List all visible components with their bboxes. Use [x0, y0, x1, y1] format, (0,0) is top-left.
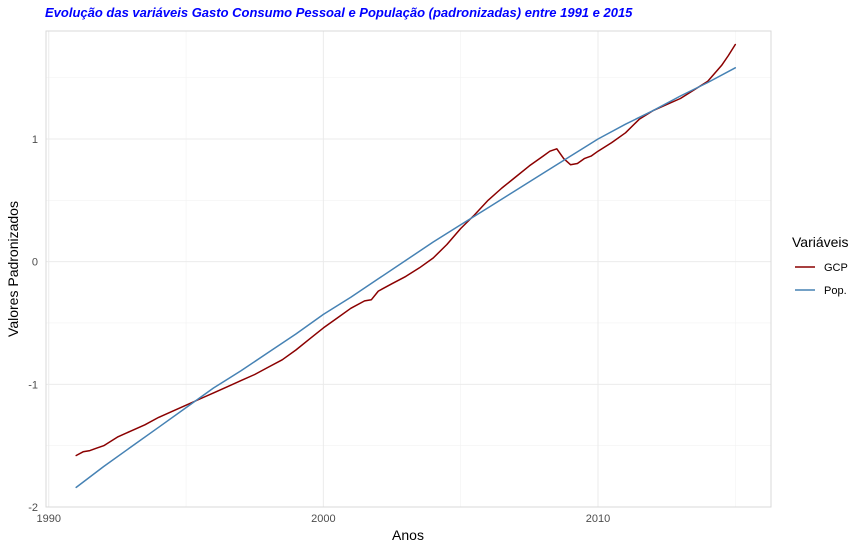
- legend-items: GCP Pop.: [795, 262, 848, 297]
- legend-label: Pop.: [824, 285, 847, 297]
- minor-gridlines: [46, 31, 771, 507]
- x-axis-ticks: 1990 2000 2010: [37, 513, 611, 525]
- legend: Variáveis GCP Pop.: [792, 234, 849, 297]
- plot-border: [45, 30, 772, 508]
- series-line-gcp: [75, 43, 737, 457]
- x-tick-label: 2000: [311, 513, 335, 525]
- plot-panel: [46, 31, 771, 507]
- y-tick-label: 1: [32, 134, 38, 146]
- x-axis-title: Anos: [392, 527, 424, 543]
- legend-title: Variáveis: [792, 234, 849, 250]
- y-axis-ticks: -2 -1 0 1: [28, 134, 38, 514]
- chart-title: Evolução das variáveis Gasto Consumo Pes…: [45, 5, 633, 20]
- x-tick-label: 1990: [37, 513, 61, 525]
- y-tick-label: 0: [32, 257, 38, 269]
- series-layer: [75, 43, 737, 489]
- y-tick-label: -1: [28, 379, 38, 391]
- x-tick-label: 2010: [586, 513, 610, 525]
- series-line-pop: [75, 67, 737, 489]
- y-axis-title: Valores Padronizados: [5, 201, 21, 337]
- legend-label: GCP: [824, 262, 848, 274]
- y-tick-label: -2: [28, 502, 38, 514]
